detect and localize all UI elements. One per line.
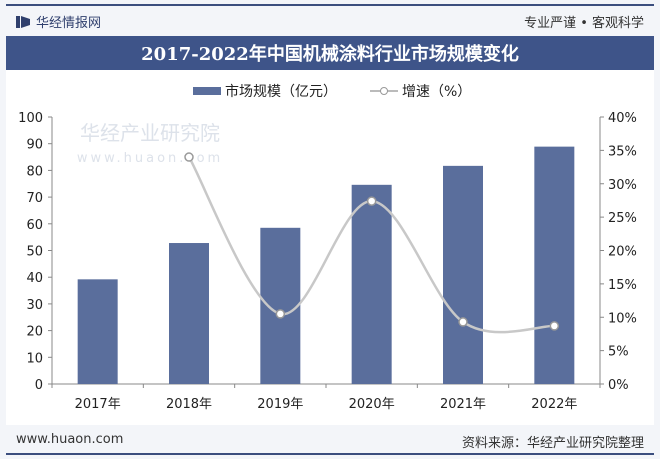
legend-line-label: 增速（%）	[402, 84, 471, 100]
bottom-border	[6, 453, 654, 455]
x-tick-label: 2021年	[440, 397, 486, 412]
bar	[443, 165, 483, 384]
watermark-url: www.huaon.com	[77, 151, 223, 166]
left-tick-label: 80	[26, 164, 43, 179]
right-tick-label: 30%	[608, 178, 637, 193]
left-tick-label: 60	[26, 218, 43, 233]
x-tick-label: 2017年	[75, 397, 121, 412]
growth-point	[184, 152, 194, 162]
x-tick-label: 2019年	[257, 397, 303, 412]
right-tick-label: 10%	[608, 311, 637, 326]
growth-point	[366, 196, 377, 206]
chart-title: 2017-2022年中国机械涂料行业市场规模变化	[6, 36, 654, 70]
left-tick-label: 50	[26, 245, 43, 260]
x-tick-label: 2022年	[531, 397, 577, 412]
left-tick-label: 90	[26, 138, 43, 153]
footer-source: 资料来源：华经产业研究院整理	[461, 436, 644, 451]
left-tick-label: 100	[18, 111, 43, 126]
left-tick-label: 30	[26, 298, 43, 313]
right-tick-label: 5%	[608, 345, 629, 360]
slogan: 专业严谨 • 客观科学	[524, 16, 644, 31]
bar	[260, 227, 301, 384]
brand-logo-icon	[16, 15, 30, 28]
right-tick-label: 0%	[608, 378, 629, 393]
growth-point	[458, 317, 468, 327]
bar	[77, 279, 118, 384]
right-tick-label: 15%	[608, 278, 637, 293]
top-border	[6, 4, 654, 6]
right-tick-label: 35%	[608, 144, 637, 159]
footer-website[interactable]: www.huaon.com	[16, 432, 124, 447]
x-tick-label: 2018年	[166, 397, 212, 412]
right-tick-label: 40%	[608, 111, 637, 126]
bar	[351, 184, 392, 384]
legend-bar-swatch	[193, 87, 221, 95]
right-tick-label: 20%	[608, 245, 637, 260]
legend-line-marker	[380, 87, 388, 95]
left-tick-label: 0	[35, 378, 43, 393]
right-tick-label: 25%	[608, 211, 637, 226]
bar	[534, 146, 575, 384]
watermark-text: 华经产业研究院	[80, 121, 220, 145]
left-tick-label: 20	[26, 325, 43, 340]
brand: 华经情报网	[16, 12, 101, 31]
left-tick-label: 10	[26, 351, 43, 366]
growth-point	[275, 309, 286, 319]
left-tick-label: 40	[26, 271, 43, 286]
bar	[169, 243, 209, 384]
growth-point	[549, 321, 560, 331]
brand-name: 华经情报网	[36, 16, 102, 31]
x-tick-label: 2020年	[349, 397, 395, 412]
left-tick-label: 70	[26, 191, 43, 206]
legend-bar-label: 市场规模（亿元）	[225, 83, 337, 100]
